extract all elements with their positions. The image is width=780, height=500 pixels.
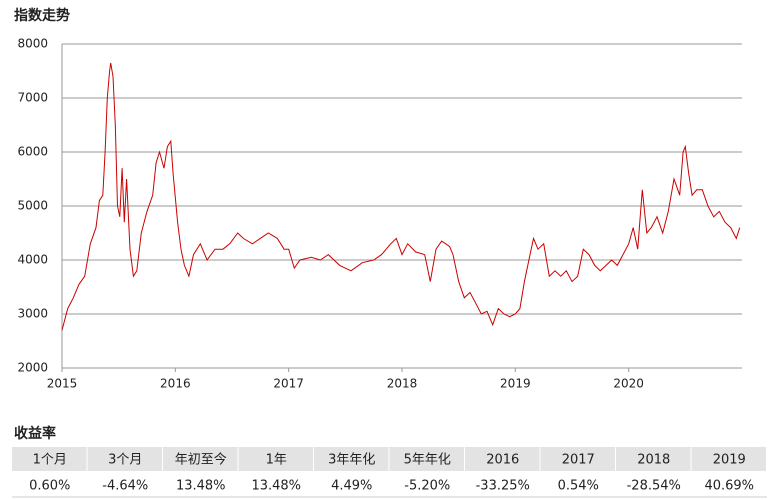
header-text: 2016 (486, 453, 519, 468)
x-tick-label: 2015 (47, 377, 78, 391)
header-cell (465, 447, 540, 471)
x-tick-label: 2018 (387, 377, 418, 391)
value-text: -28.54% (627, 479, 681, 494)
x-tick-label: 2017 (273, 377, 304, 391)
value-text: 4.49% (331, 479, 372, 494)
value-text: 13.48% (251, 479, 301, 494)
section-title: 收益率 (14, 425, 56, 442)
header-cell (314, 447, 389, 471)
value-text: 40.69% (704, 479, 754, 494)
header-text: 5年年化 (404, 453, 451, 468)
x-tick-label: 2016 (160, 377, 191, 391)
x-tick-label: 2020 (613, 377, 644, 391)
header-text: 2018 (637, 453, 670, 468)
header-text: 2017 (562, 453, 595, 468)
header-cell (163, 447, 238, 471)
header-text: 1年 (266, 453, 287, 468)
value-text: -4.64% (102, 479, 148, 494)
header-text: 1个月 (33, 453, 67, 468)
header-cell (12, 447, 87, 471)
y-tick-label: 7000 (17, 91, 48, 105)
y-tick-label: 6000 (17, 145, 48, 159)
header-cell (238, 447, 313, 471)
header-cell (540, 447, 615, 471)
value-text: 0.60% (29, 479, 70, 494)
y-tick-label: 8000 (17, 37, 48, 51)
line (61, 62, 741, 331)
header-cell (389, 447, 464, 471)
y-tick-label: 3000 (17, 307, 48, 321)
chart-title: 指数走势 (14, 7, 70, 24)
y-tick-label: 4000 (17, 253, 48, 267)
value-text: 0.54% (558, 479, 599, 494)
header-cell (87, 447, 162, 471)
value-text: -33.25% (476, 479, 530, 494)
value-text: -5.20% (404, 479, 450, 494)
header-text: 2019 (713, 453, 746, 468)
header-text: 3年年化 (328, 453, 375, 468)
value-text: 13.48% (176, 479, 226, 494)
header-cell (691, 447, 766, 471)
y-tick-label: 2000 (17, 361, 48, 375)
x-tick-label: 2019 (500, 377, 531, 391)
header-text: 3个月 (108, 453, 142, 468)
y-tick-label: 5000 (17, 199, 48, 213)
header-text: 年初至今 (175, 452, 227, 468)
header-cell (616, 447, 691, 471)
